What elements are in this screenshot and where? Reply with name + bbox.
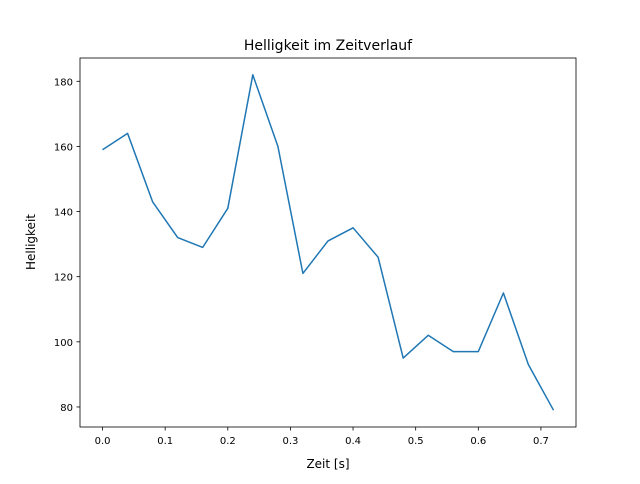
chart-title: Helligkeit im Zeitverlauf xyxy=(244,38,413,54)
y-tick-label: 80 xyxy=(60,403,73,414)
x-tick-label: 0.0 xyxy=(95,436,111,447)
x-tick-label: 0.7 xyxy=(533,436,549,447)
x-tick-label: 0.1 xyxy=(157,436,173,447)
x-tick-label: 0.4 xyxy=(345,436,361,447)
x-tick-label: 0.2 xyxy=(220,436,236,447)
plot-area-frame xyxy=(79,57,577,428)
y-tick-label: 180 xyxy=(54,77,73,88)
y-tick-label: 120 xyxy=(54,273,73,284)
y-tick-label: 100 xyxy=(54,338,73,349)
series-line-helligkeit xyxy=(102,74,555,411)
y-tick-label: 140 xyxy=(54,208,73,219)
x-axis-label: Zeit [s] xyxy=(306,457,349,471)
y-axis-label: Helligkeit xyxy=(24,214,38,270)
y-tick-label: 160 xyxy=(54,142,73,153)
x-tick-label: 0.3 xyxy=(282,436,298,447)
x-tick-label: 0.6 xyxy=(470,436,486,447)
x-tick-label: 0.5 xyxy=(408,436,424,447)
